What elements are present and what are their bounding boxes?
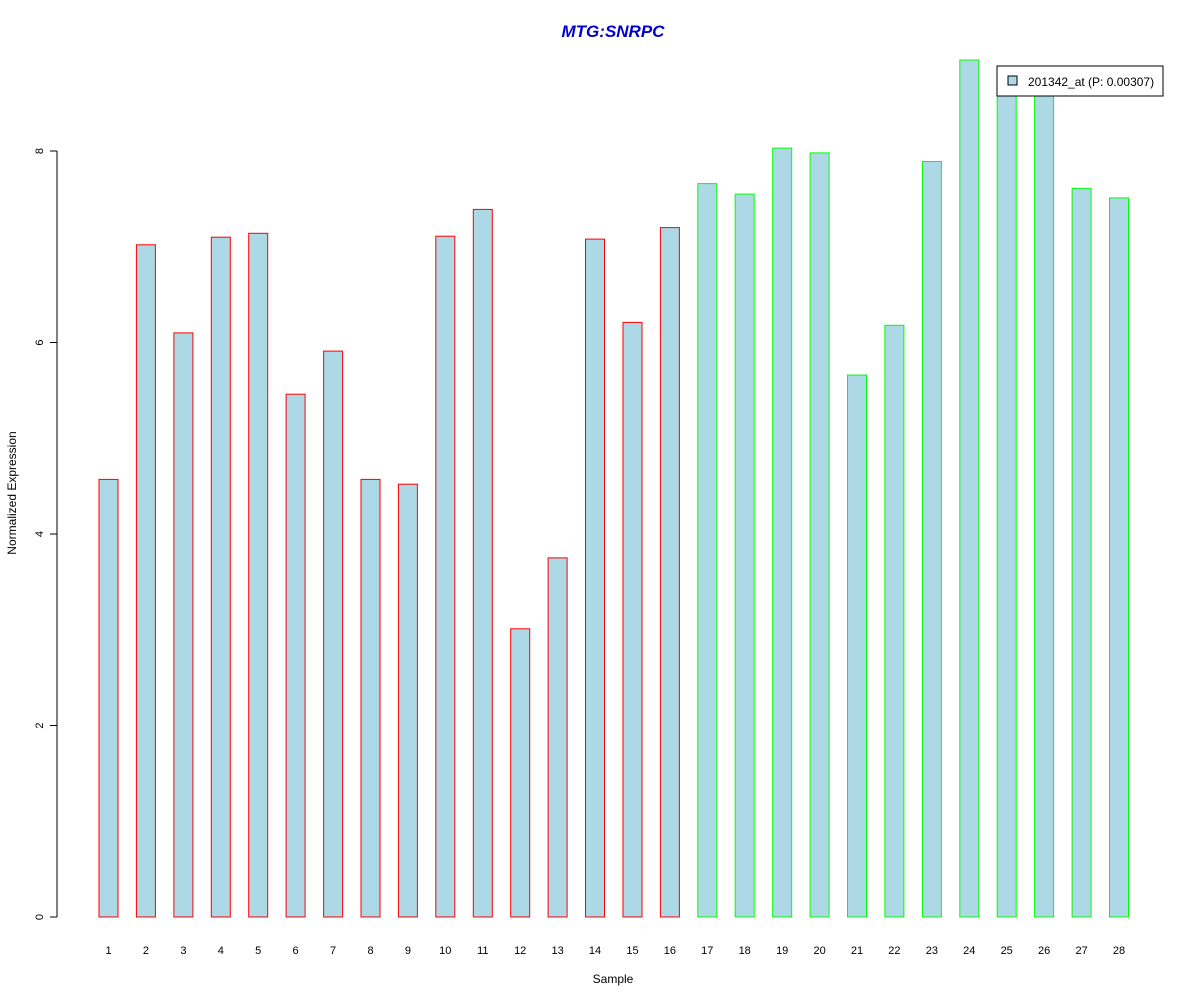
bar-sample-10: [435, 235, 456, 918]
x-tick-label: 20: [813, 945, 825, 957]
legend-label: 201342_at (P: 0.00307): [1028, 75, 1154, 89]
bar-sample-28: [1109, 197, 1129, 918]
bar-sample-2: [135, 244, 156, 918]
x-tick-label: 12: [514, 945, 526, 957]
bar-sample-3: [173, 332, 194, 918]
y-tick-label: 0: [34, 914, 46, 920]
x-tick-label: 11: [477, 945, 488, 957]
bar-sample-4: [210, 236, 231, 918]
legend-box: [996, 65, 1164, 97]
bar-sample-23: [921, 161, 942, 918]
bar-sample-18: [734, 193, 755, 918]
y-axis-label: Normalized Expression: [5, 431, 19, 554]
bars-group: [98, 59, 1129, 918]
x-tick-label: 8: [367, 945, 373, 957]
y-tick-label: 2: [34, 722, 46, 728]
y-tick-label: 4: [34, 531, 46, 537]
bar-sample-9: [397, 483, 418, 918]
x-tick-label: 3: [180, 945, 186, 957]
y-axis: 0 2 4 6 8: [34, 148, 58, 920]
x-tick-label: 13: [551, 945, 563, 957]
x-tick-label: 9: [405, 945, 411, 957]
bar-sample-6: [285, 393, 306, 918]
x-tick-label: 23: [926, 945, 938, 957]
x-tick-label: 15: [626, 945, 638, 957]
bar-sample-19: [772, 147, 793, 918]
x-tick-label: 24: [963, 945, 975, 957]
bar-sample-27: [1071, 187, 1092, 918]
y-tick-label: 8: [34, 148, 46, 154]
legend: 201342_at (P: 0.00307): [996, 65, 1164, 97]
bar-sample-16: [659, 227, 680, 918]
x-tick-label: 28: [1113, 945, 1125, 957]
bar-sample-8: [360, 478, 381, 918]
x-tick-label: 1: [105, 945, 111, 957]
x-axis-label: Sample: [593, 972, 634, 986]
x-tick-label: 4: [218, 945, 224, 957]
x-tick-label: 26: [1038, 945, 1050, 957]
bar-sample-13: [547, 557, 568, 918]
bar-sample-12: [510, 628, 531, 918]
bar-sample-25: [996, 85, 1017, 918]
bar-sample-1: [98, 478, 119, 918]
x-tick-label: 21: [851, 945, 863, 957]
x-tick-labels: 1 2 3 4 5 6 7 8 9 10 11 12 13 14 15 16 17 18 19 20 21 22 23 24 2…: [105, 945, 1125, 957]
bar-sample-20: [809, 152, 830, 918]
x-tick-label: 18: [739, 945, 751, 957]
bar-sample-15: [622, 321, 643, 918]
x-tick-label: 17: [701, 945, 713, 957]
y-tick-label: 6: [34, 339, 46, 345]
x-tick-label: 6: [293, 945, 299, 957]
x-tick-label: 10: [439, 945, 451, 957]
x-tick-label: 16: [664, 945, 676, 957]
x-tick-label: 27: [1075, 945, 1087, 957]
x-tick-label: 19: [776, 945, 788, 957]
bar-sample-11: [472, 208, 493, 918]
bar-sample-17: [697, 183, 718, 918]
bar-sample-22: [884, 324, 905, 918]
bar-sample-26: [1034, 88, 1055, 918]
x-tick-label: 14: [589, 945, 601, 957]
bar-sample-24: [959, 59, 980, 918]
bar-sample-5: [248, 232, 269, 918]
legend-swatch: [1007, 75, 1018, 86]
x-tick-label: 25: [1001, 945, 1013, 957]
x-tick-label: 7: [330, 945, 336, 957]
bar-sample-14: [585, 238, 605, 918]
chart-title: MTG:SNRPC: [562, 22, 666, 41]
x-tick-label: 2: [143, 945, 149, 957]
bar-sample-21: [847, 374, 867, 918]
x-tick-label: 22: [888, 945, 900, 957]
bar-sample-7: [323, 350, 344, 918]
x-tick-label: 5: [255, 945, 261, 957]
